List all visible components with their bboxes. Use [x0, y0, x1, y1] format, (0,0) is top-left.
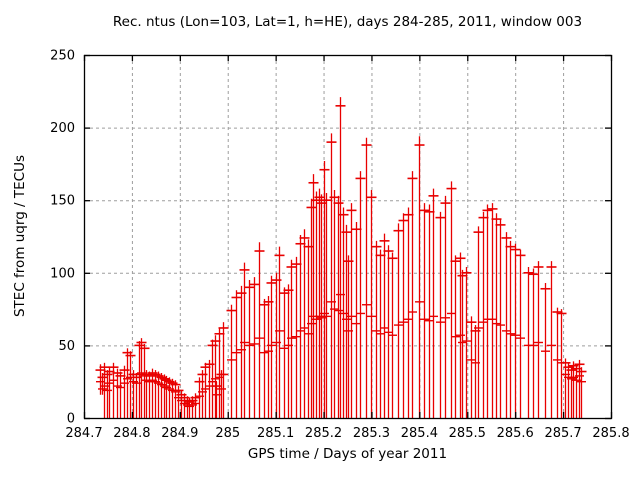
x-tick-label: 284.9 — [161, 426, 198, 441]
chart-title: Rec. ntus (Lon=103, Lat=1, h=HE), days 2… — [112, 14, 583, 30]
x-axis-label: GPS time / Days of year 2011 — [247, 446, 448, 462]
x-tick-label: 285.6 — [497, 426, 534, 441]
x-tick-label: 285.5 — [449, 426, 486, 441]
y-tick-label: 250 — [50, 49, 75, 64]
x-tick-label: 285.8 — [592, 426, 629, 441]
x-tick-label: 285.1 — [257, 426, 294, 441]
x-tick-label: 284.8 — [113, 426, 150, 441]
y-tick-label: 100 — [50, 266, 75, 281]
x-tick-label: 285.7 — [544, 426, 581, 441]
x-tick-label: 285.4 — [401, 426, 438, 441]
x-tick-label: 285 — [215, 426, 240, 441]
plot-border — [83, 54, 613, 420]
y-tick-label: 0 — [67, 412, 75, 427]
x-tick-label: 284.7 — [65, 426, 102, 441]
x-tick-label: 285.3 — [353, 426, 390, 441]
x-tick-label: 285.2 — [305, 426, 342, 441]
y-tick-label: 50 — [58, 339, 75, 354]
y-tick-label: 150 — [50, 194, 75, 209]
y-tick-label: 200 — [50, 121, 75, 136]
